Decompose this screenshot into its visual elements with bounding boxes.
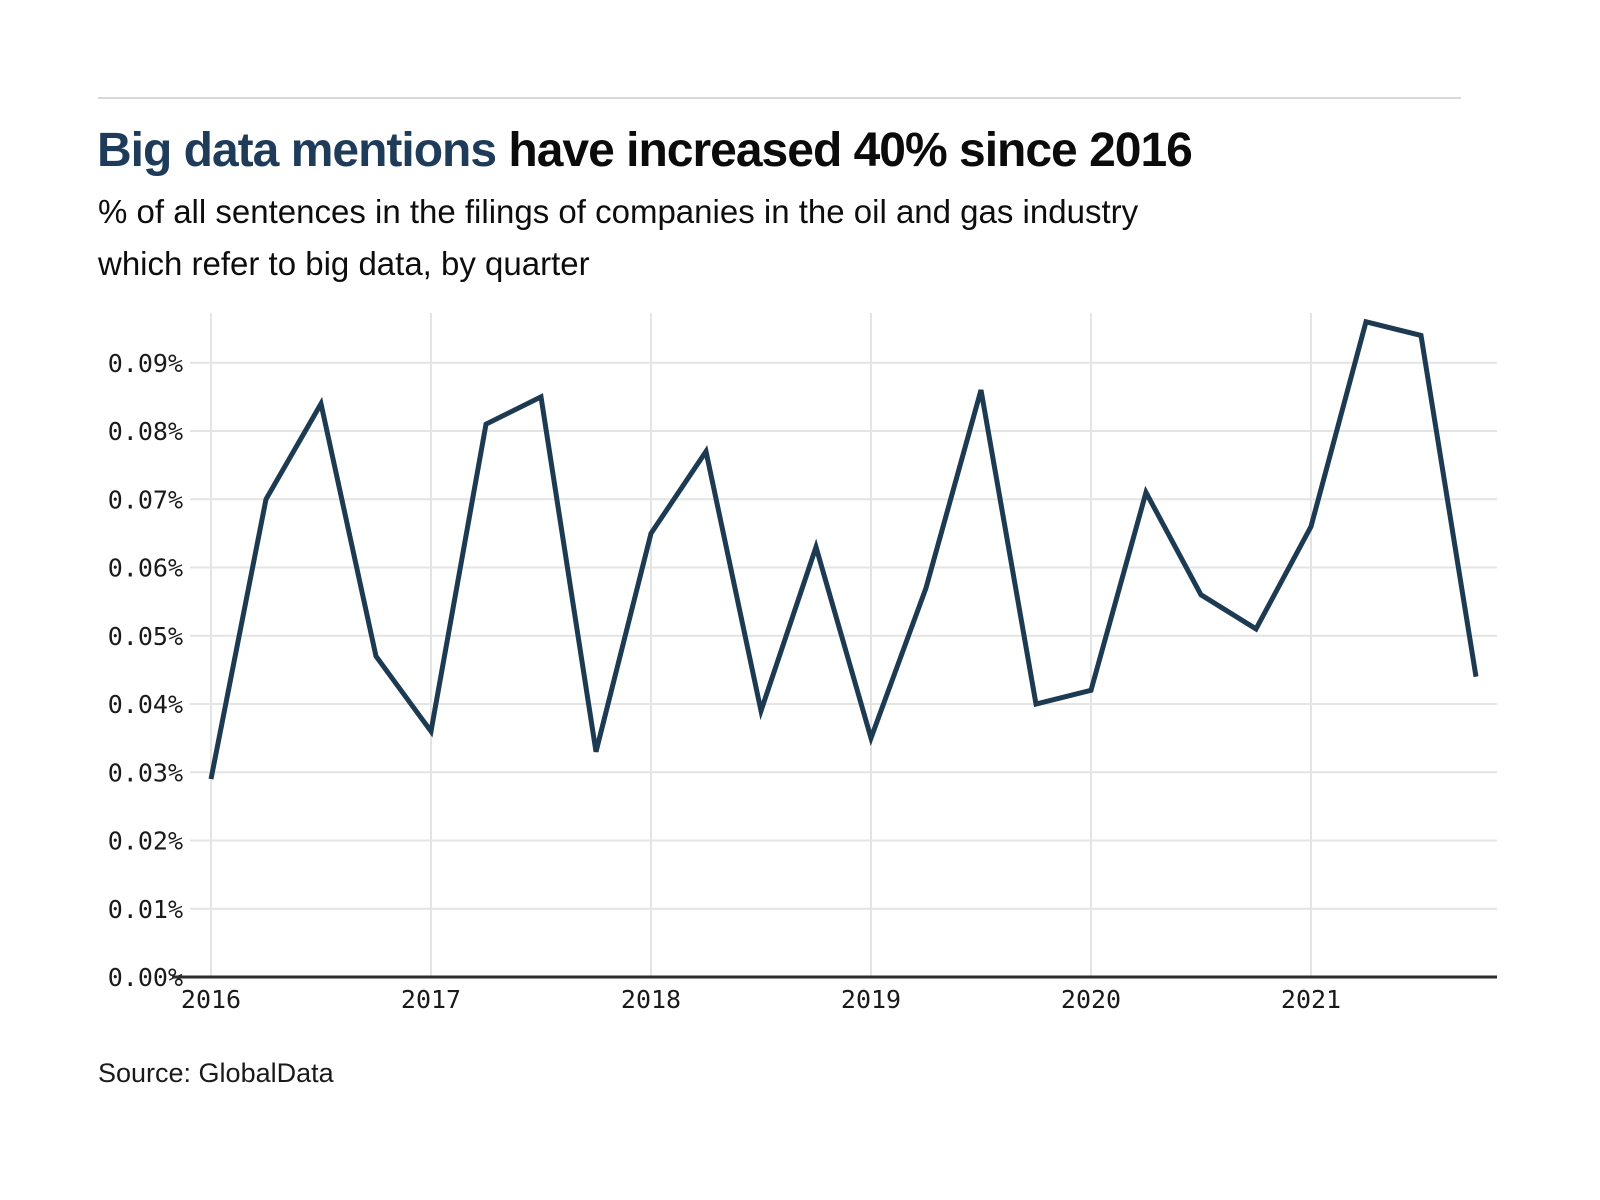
- x-tick-label: 2018: [621, 985, 681, 1014]
- x-tick-label: 2019: [841, 985, 901, 1014]
- x-tick-label: 2016: [181, 985, 241, 1014]
- chart-subtitle: % of all sentences in the filings of com…: [98, 186, 1138, 290]
- page-title-highlight: Big data mentions: [97, 124, 497, 177]
- page-title: Big data mentions have increased 40% sin…: [97, 123, 1193, 178]
- x-tick-label: 2020: [1061, 985, 1121, 1014]
- chart-subtitle-line1: % of all sentences in the filings of com…: [98, 193, 1139, 230]
- data-line: [208, 318, 1479, 780]
- y-tick-label: 0.00%: [108, 963, 183, 992]
- y-tick-label: 0.09%: [108, 349, 183, 378]
- y-tick-label: 0.04%: [108, 690, 183, 719]
- source-label: Source: GlobalData: [98, 1058, 334, 1088]
- top-divider: [98, 97, 1461, 99]
- y-tick-label: 0.08%: [108, 417, 183, 446]
- page-title-rest: have increased 40% since 2016: [496, 124, 1192, 177]
- y-tick-label: 0.05%: [108, 622, 183, 651]
- y-tick-label: 0.06%: [108, 554, 183, 583]
- x-tick-label: 2021: [1281, 985, 1341, 1014]
- x-tick-label: 2017: [401, 985, 461, 1014]
- y-tick-label: 0.07%: [108, 485, 183, 514]
- y-tick-label: 0.03%: [108, 758, 183, 787]
- chart-subtitle-line2: which refer to big data, by quarter: [98, 245, 590, 282]
- y-tick-label: 0.02%: [108, 827, 183, 856]
- y-tick-label: 0.01%: [108, 895, 183, 924]
